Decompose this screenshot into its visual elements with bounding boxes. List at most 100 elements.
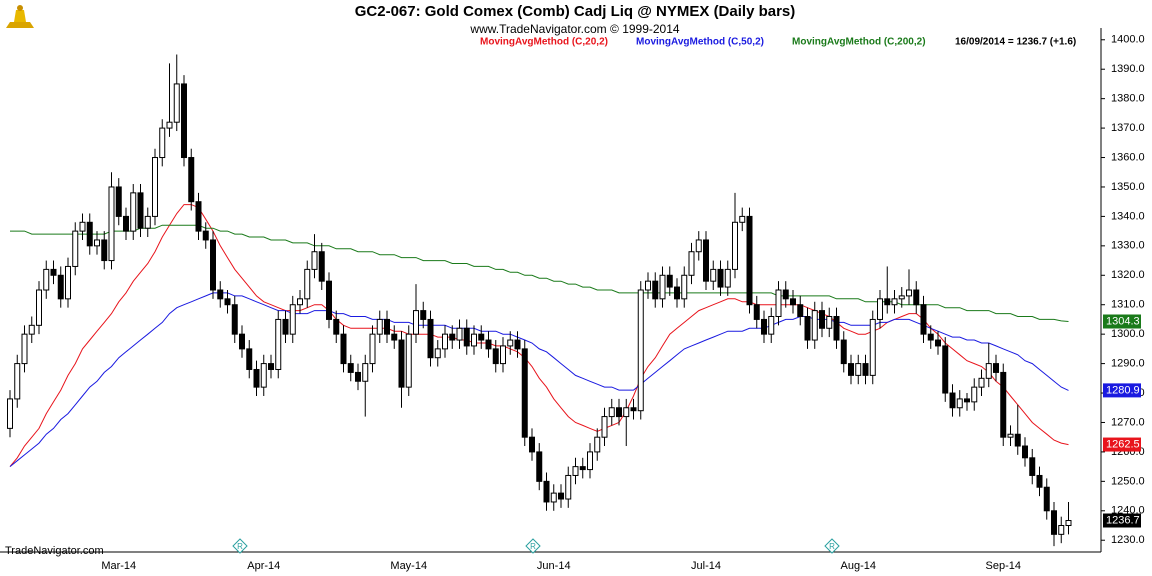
candle-body: [434, 348, 441, 359]
x-tick-label: Jul-14: [691, 560, 721, 572]
candle-body: [1058, 525, 1065, 535]
candle-body: [485, 339, 492, 350]
last-value-label: 1262.5: [1106, 438, 1140, 450]
candle-body: [659, 274, 666, 300]
candle-body: [311, 251, 318, 270]
candle-body: [1051, 510, 1057, 535]
candle-body: [101, 239, 108, 262]
candle-body: [413, 310, 419, 335]
candle-body: [94, 239, 100, 247]
candle-body: [688, 251, 695, 276]
candle-body: [224, 298, 231, 306]
candle-body: [550, 492, 557, 503]
candle-body: [1007, 433, 1014, 438]
candle-body: [695, 239, 702, 253]
candle-body: [50, 268, 57, 276]
x-tick-label: Jun-14: [537, 560, 571, 572]
x-tick-label: May-14: [390, 560, 427, 572]
candle-body: [195, 201, 202, 232]
candle-body: [1014, 433, 1021, 447]
candle-body: [478, 333, 485, 341]
candle-body: [471, 333, 477, 347]
candle-body: [275, 318, 282, 370]
candle-body: [906, 289, 912, 297]
candle-body: [637, 289, 644, 412]
candle-body: [492, 348, 499, 365]
candle-body: [463, 327, 470, 347]
candle-body: [993, 363, 999, 373]
candle-body: [724, 268, 731, 288]
candle-body: [630, 407, 637, 412]
candle-body: [768, 315, 775, 335]
candle-body: [608, 407, 615, 418]
candle-body: [239, 333, 245, 350]
candle-body: [732, 221, 738, 270]
candle-body: [347, 363, 354, 373]
last-value-label: 1280.9: [1106, 384, 1140, 396]
candle-body: [318, 251, 325, 282]
candle-body: [775, 289, 782, 317]
candle-body: [369, 333, 376, 365]
candle-body: [978, 377, 985, 388]
candle-body: [130, 192, 137, 232]
candle-body: [384, 318, 390, 335]
candle-body: [782, 289, 789, 300]
y-tick-label: 1320.0: [1111, 269, 1145, 281]
y-tick-label: 1230.0: [1111, 534, 1145, 546]
candle-body: [927, 333, 934, 341]
candle-body: [710, 268, 717, 282]
candle-body: [985, 363, 992, 379]
candle-body: [188, 157, 195, 203]
candle-body: [594, 436, 601, 453]
x-tick-label: Aug-14: [841, 560, 876, 572]
candle-body: [79, 221, 86, 232]
candle-body: [601, 416, 608, 438]
candle-body: [819, 310, 825, 329]
candle-body: [115, 186, 122, 217]
last-value-box: [1103, 513, 1141, 528]
candle-body: [427, 318, 434, 359]
candle-body: [43, 268, 50, 291]
candle-body: [210, 239, 216, 291]
y-tick-label: 1240.0: [1111, 505, 1145, 517]
svg-text:R: R: [829, 542, 835, 551]
candle-body: [253, 368, 260, 388]
candle-body: [181, 83, 187, 159]
candle-body: [804, 315, 811, 341]
candle-body: [753, 304, 760, 320]
candle-body: [536, 451, 543, 482]
candle-body: [681, 274, 688, 300]
candle-body: [108, 186, 115, 262]
y-tick-label: 1310.0: [1111, 299, 1145, 311]
legend-entry: MovingAvgMethod (C,50,2): [636, 37, 764, 48]
candle-body: [572, 466, 579, 476]
chart-title: GC2-067: Gold Comex (Comb) Cadj Liq @ NY…: [355, 3, 796, 20]
candle-body: [260, 363, 267, 388]
candle-body: [173, 83, 180, 123]
candle-body: [1065, 520, 1072, 527]
candle-body: [1043, 486, 1050, 512]
candle-body: [7, 398, 13, 429]
candle-body: [913, 289, 920, 306]
candle-body: [1022, 445, 1028, 459]
annotation: 16/09/2014 = 1236.7 (+1.6): [955, 37, 1076, 48]
candle-body: [529, 436, 535, 453]
legend-entry: MovingAvgMethod (C,20,2): [480, 37, 608, 48]
candle-body: [456, 327, 463, 341]
candle-body: [405, 333, 412, 388]
candle-body: [717, 268, 724, 288]
candle-body: [86, 221, 93, 247]
legend-entry: MovingAvgMethod (C,200,2): [792, 37, 926, 48]
svg-text:R: R: [530, 542, 536, 551]
y-tick-label: 1290.0: [1111, 358, 1145, 370]
candle-body: [645, 280, 651, 291]
candle-body: [920, 304, 927, 335]
candle-body: [217, 289, 224, 300]
last-value-box: [1103, 383, 1141, 398]
candle-body: [326, 280, 332, 320]
candle-body: [674, 286, 680, 300]
candle-body: [449, 333, 456, 341]
candle-body: [942, 345, 949, 394]
candle-body: [826, 315, 833, 329]
